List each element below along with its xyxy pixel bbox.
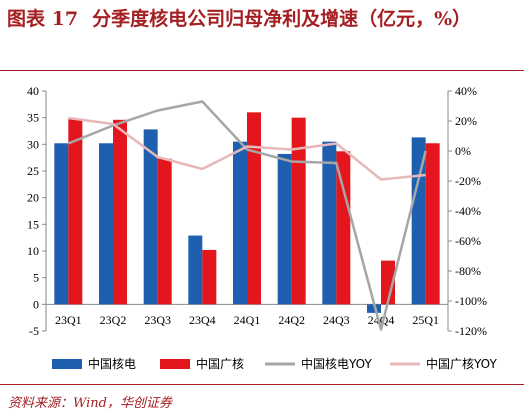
- bar-guang-25Q1: [425, 143, 440, 305]
- right-tick-label: -80%: [455, 264, 481, 278]
- x-tick-label: 23Q2: [100, 313, 127, 327]
- bar-cgn-24Q4: [367, 304, 381, 313]
- bar-guang-23Q1: [68, 118, 83, 305]
- left-tick-label: 35: [27, 111, 39, 125]
- bar-cgn-24Q1: [233, 141, 247, 305]
- legend-swatch-1: [160, 359, 190, 369]
- left-tick-label: 40: [27, 84, 39, 98]
- x-tick-label: 24Q1: [234, 313, 261, 327]
- chart-title: 图表 17 分季度核电公司归母净利及增速（亿元，%）: [7, 5, 512, 33]
- x-tick-label: 23Q4: [189, 313, 216, 327]
- x-tick-label: 23Q1: [55, 313, 82, 327]
- bar-guang-24Q2: [291, 117, 306, 305]
- x-tick-label: 24Q4: [368, 313, 395, 327]
- right-tick-label: 40%: [455, 84, 477, 98]
- source-note: 资料来源：Wind，华创证券: [8, 396, 172, 411]
- legend-label-3: 中国广核YOY: [426, 356, 497, 371]
- left-tick-label: -5: [29, 324, 39, 338]
- legend-label-0: 中国核电: [88, 356, 136, 371]
- left-tick-label: 30: [27, 137, 39, 151]
- left-tick-label: 15: [27, 217, 39, 231]
- bar-cgn-25Q1: [411, 137, 426, 305]
- bar-cgn-23Q4: [188, 235, 203, 305]
- series-line-guang-yoy: [68, 116, 426, 181]
- left-tick-label: 0: [33, 297, 39, 311]
- right-tick-label: -40%: [455, 204, 481, 218]
- bottom-rule: [0, 384, 524, 385]
- right-tick-label: 20%: [455, 114, 477, 128]
- left-tick-label: 25: [27, 164, 39, 178]
- left-tick-label: 20: [27, 191, 39, 205]
- x-tick-label: 25Q1: [412, 313, 439, 327]
- bar-guang-23Q4: [202, 249, 217, 305]
- legend-label-2: 中国核电YOY: [301, 356, 372, 371]
- bar-cgn-24Q3: [322, 141, 337, 305]
- legend-label-1: 中国广核: [196, 356, 244, 371]
- left-tick-label: 10: [27, 244, 39, 258]
- series-line-cgn-yoy: [67, 100, 427, 331]
- bar-guang-24Q1: [247, 112, 261, 305]
- bar-cgn-23Q2: [99, 143, 113, 305]
- top-rule: [0, 70, 524, 71]
- x-tick-label: 24Q3: [323, 313, 350, 327]
- right-tick-label: -100%: [455, 294, 487, 308]
- bar-guang-24Q3: [336, 151, 351, 305]
- right-tick-label: -120%: [455, 324, 487, 338]
- bar-guang-23Q3: [157, 158, 172, 305]
- right-tick-label: -20%: [455, 174, 481, 188]
- bar-cgn-23Q3: [143, 129, 158, 305]
- legend-swatch-0: [52, 359, 82, 369]
- x-tick-label: 23Q3: [144, 313, 171, 327]
- figure-label: 图表 17: [7, 8, 79, 30]
- right-tick-label: -60%: [455, 234, 481, 248]
- bar-cgn-23Q1: [54, 143, 69, 305]
- x-tick-label: 24Q2: [278, 313, 305, 327]
- bar-cgn-24Q2: [277, 153, 292, 305]
- right-tick-label: 0%: [455, 144, 471, 158]
- bar-guang-23Q2: [113, 119, 127, 305]
- left-tick-label: 5: [33, 271, 39, 285]
- figure-title: 分季度核电公司归母净利及增速（亿元，%）: [92, 8, 472, 30]
- bar-guang-24Q4: [381, 260, 395, 305]
